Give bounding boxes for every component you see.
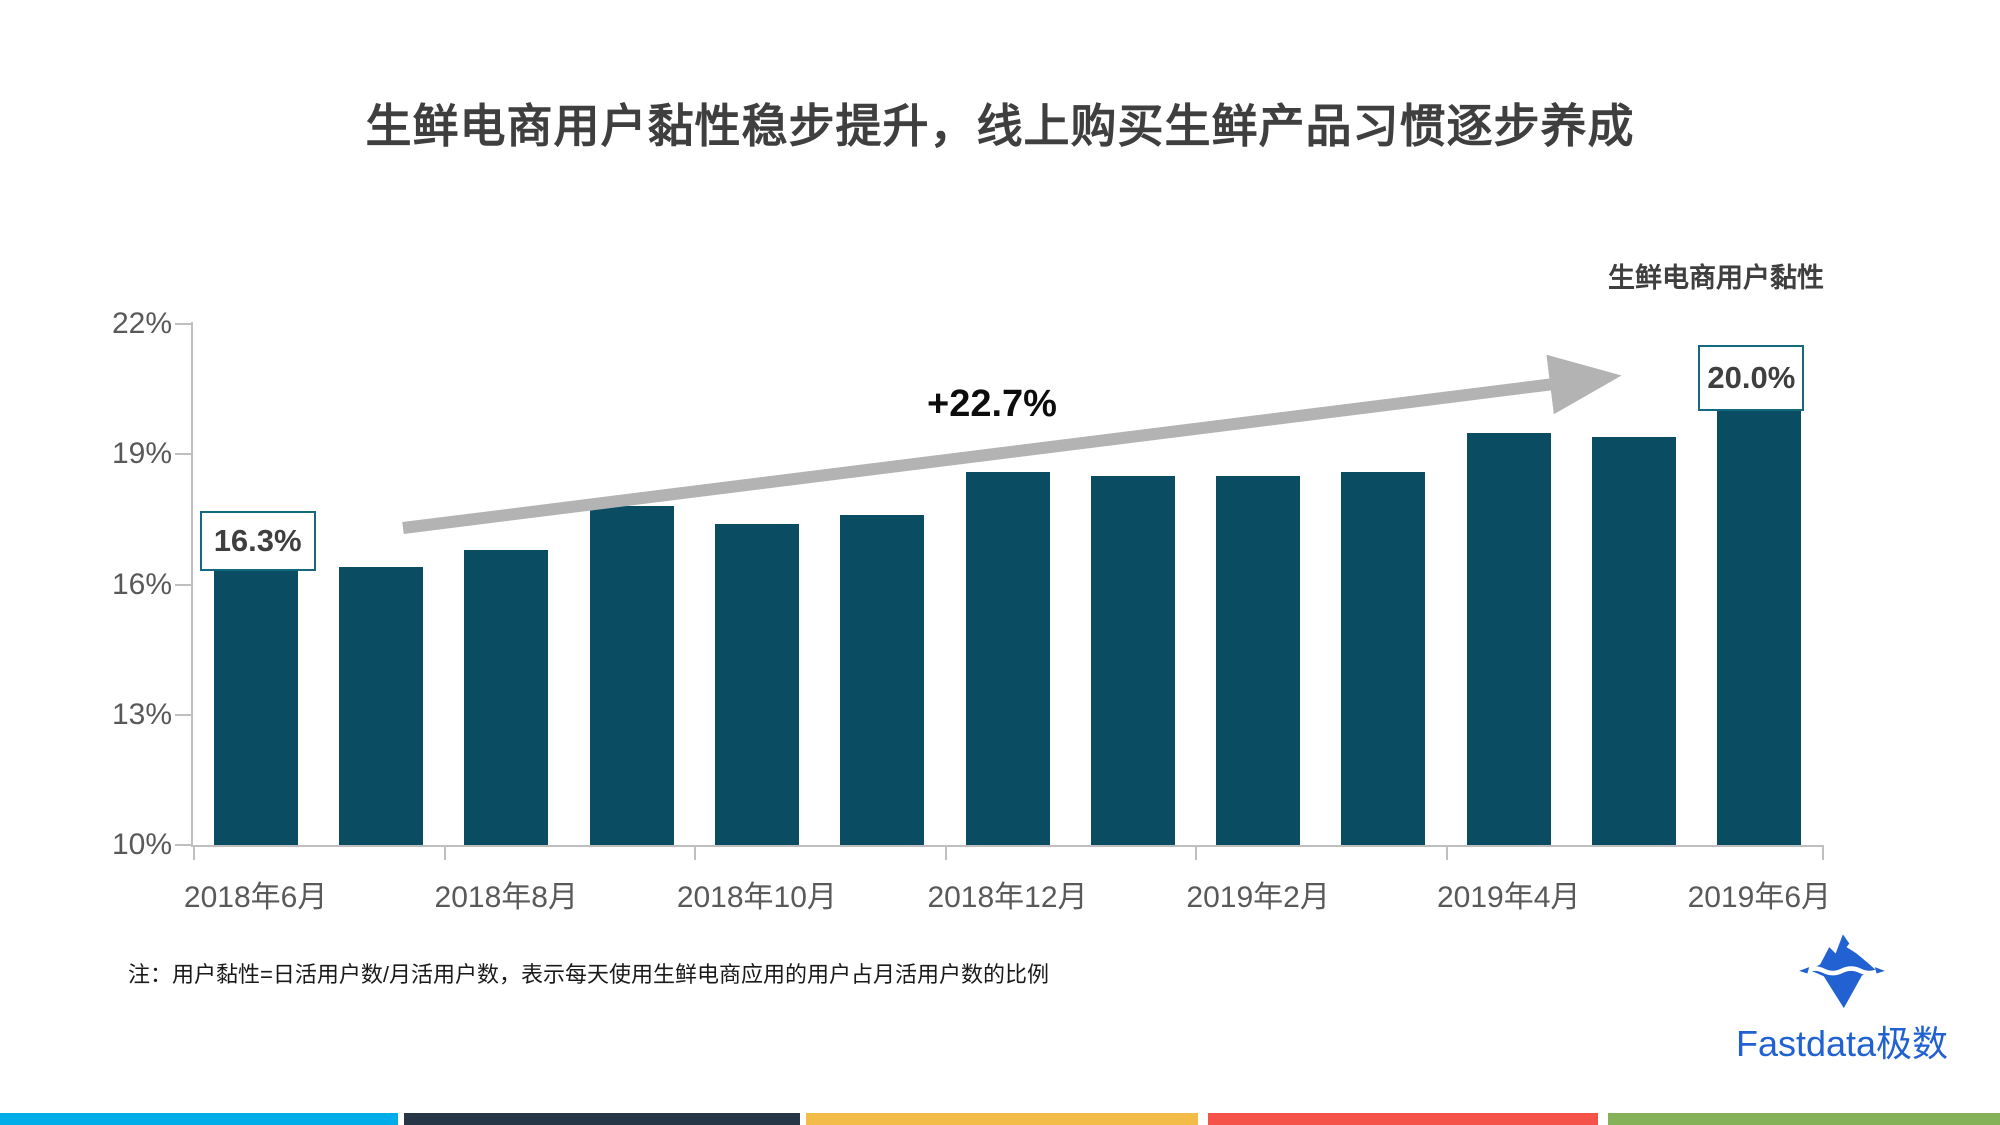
bar bbox=[1717, 410, 1802, 845]
iceberg-icon bbox=[1799, 934, 1885, 1009]
footer-stripe-segment bbox=[1608, 1113, 2000, 1125]
y-axis-label: 16% bbox=[111, 567, 172, 601]
y-axis-tick bbox=[175, 323, 191, 325]
x-axis-label: 2019年4月 bbox=[1437, 881, 1581, 914]
footer-stripe-segment bbox=[0, 1113, 398, 1125]
y-axis-tick bbox=[175, 844, 191, 846]
x-axis-tick bbox=[1822, 847, 1824, 860]
y-axis-tick bbox=[175, 583, 191, 586]
x-axis-label: 2019年2月 bbox=[1186, 881, 1330, 914]
bar bbox=[1341, 471, 1426, 845]
bar bbox=[1466, 432, 1551, 845]
x-axis-label: 2018年6月 bbox=[183, 881, 328, 914]
y-axis-label: 13% bbox=[111, 697, 172, 731]
y-axis-line bbox=[191, 322, 193, 847]
bar bbox=[589, 506, 674, 845]
x-axis-label: 2018年8月 bbox=[434, 881, 578, 914]
bar bbox=[965, 471, 1050, 845]
footnote: 注：用户黏性=日活用户数/月活用户数，表示每天使用生鲜电商应用的用户占月活用户数… bbox=[128, 962, 1049, 987]
y-axis-tick bbox=[175, 713, 191, 716]
bar bbox=[338, 567, 423, 845]
x-axis-tick bbox=[193, 847, 195, 860]
footer-stripe-segment bbox=[404, 1113, 800, 1125]
bar bbox=[840, 515, 925, 845]
x-axis-tick bbox=[1446, 847, 1449, 860]
bar bbox=[1090, 475, 1175, 845]
y-axis-label: 22% bbox=[111, 307, 172, 340]
bar bbox=[1592, 436, 1677, 845]
x-axis-tick bbox=[1195, 847, 1198, 860]
chart-legend-label: 生鲜电商用户黏性 bbox=[1608, 263, 1824, 293]
x-axis-label: 2019年6月 bbox=[1687, 881, 1832, 914]
y-axis-label: 10% bbox=[111, 828, 172, 861]
x-axis-tick bbox=[443, 847, 446, 860]
x-axis-label: 2018年12月 bbox=[927, 881, 1088, 914]
bar bbox=[1216, 475, 1301, 845]
bar bbox=[464, 549, 549, 845]
bar bbox=[213, 571, 298, 845]
first-bar-value-callout: 16.3% bbox=[199, 511, 316, 572]
bar bbox=[714, 523, 799, 845]
growth-annotation: +22.7% bbox=[927, 383, 1057, 425]
page-title: 生鲜电商用户黏性稳步提升，线上购买生鲜产品习惯逐步养成 bbox=[365, 100, 1635, 152]
y-axis-tick bbox=[175, 453, 191, 456]
x-axis-label: 2018年10月 bbox=[676, 881, 837, 914]
x-axis-tick bbox=[944, 847, 947, 860]
y-axis-label: 19% bbox=[111, 437, 172, 471]
fastdata-logo: Fastdata极数 bbox=[1732, 928, 1952, 1067]
x-axis-line bbox=[191, 845, 1824, 847]
logo-text: Fastdata极数 bbox=[1735, 1023, 1949, 1064]
x-axis-tick bbox=[694, 847, 697, 860]
footer-stripe-segment bbox=[806, 1113, 1198, 1125]
footer-stripe-segment bbox=[1208, 1113, 1598, 1125]
last-bar-value-callout: 20.0% bbox=[1698, 344, 1805, 411]
